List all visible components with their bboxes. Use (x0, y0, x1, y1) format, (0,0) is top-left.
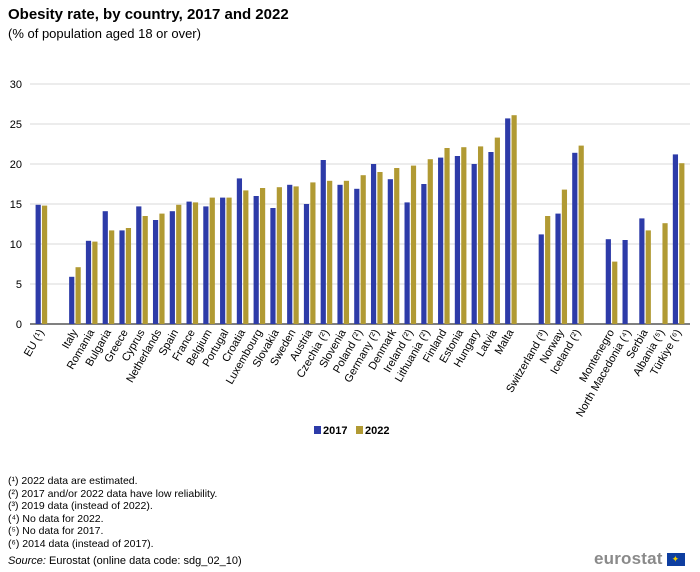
bar-2017 (404, 202, 410, 324)
bar-2022 (662, 223, 668, 324)
bar-2017 (203, 206, 209, 324)
y-tick-label: 25 (10, 119, 22, 131)
bar-2022 (109, 230, 115, 324)
bar-2017 (471, 164, 477, 324)
bar-2022 (394, 168, 400, 324)
footnotes: (¹) 2022 data are estimated. (²) 2017 an… (8, 475, 217, 551)
legend-label-2017: 2017 (323, 425, 347, 437)
bar-2017 (387, 179, 393, 324)
bar-2022 (545, 216, 551, 324)
chart-subtitle: (% of population aged 18 or over) (8, 26, 201, 41)
bar-2022 (259, 188, 266, 324)
bar-2017 (555, 213, 561, 324)
source-label: Source: (8, 555, 46, 567)
bar-2017 (35, 204, 41, 324)
chart-title: Obesity rate, by country, 2017 and 2022 (8, 6, 289, 23)
bar-2022 (125, 228, 132, 324)
eurostat-logo: eurostat ✦ (594, 549, 685, 569)
bar-2017 (169, 211, 175, 324)
bar-2017 (69, 276, 75, 324)
bar-2017 (639, 218, 645, 324)
y-tick-label: 30 (10, 79, 22, 91)
bar-2022 (310, 182, 316, 324)
bar-2017 (505, 118, 511, 325)
bar-2022 (612, 261, 618, 324)
y-tick-label: 0 (16, 319, 22, 331)
bar-2022 (561, 189, 568, 324)
logo-text: eurostat (594, 549, 663, 568)
bar-2017 (152, 220, 159, 324)
y-tick-label: 20 (10, 159, 22, 171)
bar-2022 (427, 159, 433, 324)
bar-2022 (494, 137, 500, 324)
bar-2017 (370, 164, 377, 324)
bar-2022 (142, 216, 148, 324)
bar-2017 (136, 206, 142, 324)
legend-swatch-2017 (314, 426, 321, 434)
bar-2022 (176, 204, 182, 324)
bar-2017 (287, 184, 293, 324)
bar-2022 (461, 147, 467, 324)
bar-2022 (343, 180, 350, 324)
bar-2017 (672, 154, 679, 324)
bar-2017 (438, 157, 444, 324)
eu-flag-icon: ✦ (666, 552, 685, 566)
bar-2022 (293, 186, 299, 324)
bar-2022 (41, 205, 48, 324)
bar-2022 (327, 180, 333, 324)
bar-2022 (226, 197, 232, 324)
bar-2017 (85, 240, 92, 324)
bar-2022 (360, 175, 366, 324)
bar-2017 (220, 197, 226, 324)
x-tick-label: EU (¹) (22, 328, 47, 359)
bar-2017 (538, 234, 544, 324)
bar-2017 (337, 184, 343, 324)
bar-2017 (253, 196, 259, 324)
footnote: (⁴) No data for 2022. (8, 512, 104, 525)
bar-2022 (578, 145, 584, 324)
bar-2022 (377, 172, 383, 324)
bar-2022 (645, 230, 651, 324)
y-tick-label: 15 (10, 199, 22, 211)
footnote: (²) 2017 and/or 2022 data have low relia… (8, 487, 218, 500)
bar-2017 (303, 204, 310, 324)
bar-2017 (605, 239, 611, 324)
bar-2022 (679, 163, 685, 324)
bar-2022 (477, 146, 484, 324)
y-tick-label: 10 (10, 239, 22, 251)
legend-label-2022: 2022 (365, 425, 389, 437)
x-tick-label: Malta (493, 327, 517, 357)
bar-2022 (444, 148, 450, 324)
bar-2017 (454, 156, 461, 324)
bar-2017 (102, 211, 108, 324)
bar-2022 (410, 165, 417, 324)
bar-2017 (488, 152, 494, 324)
bar-2022 (511, 115, 517, 324)
bar-2017 (421, 184, 427, 324)
source-text: Eurostat (online data code: sdg_02_10) (48, 555, 242, 567)
source-line: Source: Eurostat (online data code: sdg_… (8, 555, 242, 567)
bar-2017 (270, 208, 276, 324)
bar-2017 (186, 201, 192, 324)
footnote: (⁵) No data for 2017. (8, 525, 104, 538)
footnote: (¹) 2022 data are estimated. (8, 475, 138, 487)
bar-2017 (354, 188, 360, 324)
bar-2022 (192, 202, 199, 324)
bar-2022 (276, 187, 282, 324)
bar-2017 (572, 152, 578, 324)
bar-2017 (622, 240, 628, 324)
y-tick-label: 5 (16, 279, 22, 291)
bar-2022 (209, 197, 215, 324)
legend-swatch-2022 (356, 426, 363, 434)
bar-2022 (159, 213, 165, 324)
bar-2022 (92, 241, 98, 324)
footnote: (⁶) 2014 data (instead of 2017). (8, 537, 154, 550)
bar-2017 (236, 178, 243, 324)
bar-2022 (243, 190, 249, 324)
bar-2022 (75, 267, 81, 324)
bar-2017 (119, 230, 125, 324)
footnote: (³) 2019 data (instead of 2022). (8, 500, 153, 513)
bar-2017 (320, 160, 326, 324)
